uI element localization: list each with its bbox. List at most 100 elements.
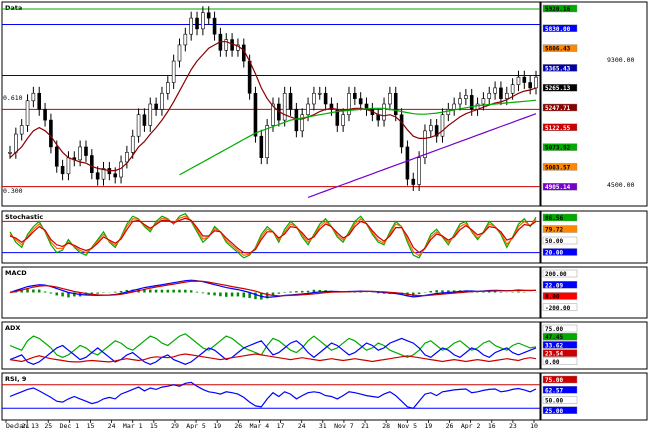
price-tag: 5247.71 (542, 103, 578, 112)
candle-body (19, 125, 24, 135)
candle-body (195, 17, 199, 30)
candle-body (54, 146, 59, 167)
candle-body (306, 103, 310, 116)
candle-body (8, 152, 12, 154)
price-tag: -200.00 (542, 303, 578, 312)
price-tag-label: 5073.92 (545, 145, 571, 152)
price-tag-label: 4905.14 (545, 184, 571, 191)
price-tag-label: 0.00 (545, 359, 560, 366)
panel-5: RSI, 9 75.00 62.57 50.00 25.00 (1, 372, 648, 421)
price-tag: 79.72 (542, 225, 578, 234)
candle-body (522, 76, 527, 83)
x-tick-label: 26 (234, 422, 242, 429)
candle-body (428, 125, 433, 132)
price-tag-label: 75.00 (545, 377, 563, 384)
x-tick-label: 25 (44, 422, 52, 429)
x-tick-label: Nov 7 (334, 422, 354, 429)
x-tick-label: Mar 4 (250, 422, 270, 429)
price-tag-label: 5265.13 (545, 85, 571, 92)
candle-body (504, 92, 509, 99)
candle-body (411, 178, 416, 185)
price-tag-label: -200.00 (545, 305, 571, 312)
x-tick-label: Apr 5 (186, 422, 206, 429)
candle-body (528, 82, 532, 89)
candle-body (329, 103, 334, 110)
candle-body (66, 157, 71, 175)
price-tag: 33.62 (542, 341, 578, 349)
candle-body (493, 87, 497, 94)
candle-body (265, 125, 269, 158)
series-line (307, 113, 537, 198)
price-tag: 5365.43 (542, 64, 578, 72)
price-tag-label: 5003.57 (545, 164, 571, 171)
candle-body (376, 114, 381, 121)
price-tag-label: 22.09 (545, 282, 563, 289)
price-tag-label: 75.00 (545, 326, 563, 333)
candle-body (434, 125, 439, 137)
candle-body (399, 114, 404, 148)
candle-body (423, 130, 427, 158)
price-tag-label: 50.00 (545, 398, 563, 405)
x-tick-label: Dec 21 (6, 422, 30, 429)
candle-body (206, 12, 211, 19)
y-tick-label: 4500.00 (607, 181, 634, 189)
panel-3: MACD 200.00 22.09 0.00 -200.00 (1, 266, 648, 319)
x-tick-label: 15 (87, 422, 95, 429)
price-tag-label: 23.54 (545, 351, 563, 358)
price-tag-label: 5247.71 (545, 105, 571, 112)
series-line (9, 353, 537, 363)
series-line (9, 217, 537, 254)
price-tag-label: 47.45 (545, 334, 563, 341)
price-tag-label: 33.62 (545, 342, 563, 349)
candle-body (458, 98, 462, 105)
candle-body (481, 98, 486, 105)
candle-body (452, 103, 456, 110)
candle-body (142, 114, 147, 126)
price-tag: 0.00 (542, 357, 578, 366)
price-tag-label: 5920.16 (545, 6, 571, 13)
candle-body (253, 92, 258, 137)
panel-frame (1, 372, 541, 421)
candle-body (516, 76, 521, 85)
panel-title: RSI, 9 (5, 375, 27, 383)
candle-body (101, 168, 106, 180)
candle-body (171, 60, 176, 83)
candle-body (90, 155, 94, 174)
candle-body (125, 152, 129, 163)
x-tick-label: Nov 5 (397, 422, 417, 429)
price-tag: 22.09 (542, 281, 578, 289)
candle-body (247, 60, 252, 94)
price-tag: 0.00 (542, 292, 578, 301)
series-line (9, 333, 537, 358)
price-tag: 5806.43 (542, 44, 578, 53)
series-line (9, 381, 537, 409)
candle-body (440, 114, 445, 137)
panel-title: Stochastic (5, 213, 43, 221)
panel-1: Data 5920.16 5830.00 5806.43 5365.43 5265.13 5… (1, 1, 648, 207)
price-tag-label: 0.00 (545, 294, 560, 301)
candle-body (382, 103, 386, 121)
candle-body (183, 33, 188, 46)
price-tag: 86.56 (542, 213, 578, 222)
candle-body (347, 92, 351, 116)
candle-body (417, 157, 421, 185)
candle-body (300, 114, 305, 132)
candle-body (317, 92, 322, 95)
price-tag-label: 5365.43 (545, 65, 571, 72)
x-tick-label: 10 (530, 422, 538, 429)
price-tag: 50.00 (542, 236, 578, 245)
price-tag: 25.00 (542, 406, 578, 415)
candle-body (31, 92, 36, 102)
candle-body (393, 92, 398, 116)
price-tag: 75.00 (542, 324, 578, 333)
candle-body (14, 133, 18, 153)
x-tick-label: 24 (298, 422, 306, 429)
candle-body (282, 92, 287, 121)
candle-body (212, 17, 217, 35)
x-tick-label: 29 (171, 422, 179, 429)
price-tag-label: 200.00 (545, 271, 567, 278)
candle-body (60, 165, 65, 175)
fib-label: 0.300 (3, 187, 23, 195)
price-tag: 20.00 (542, 248, 578, 257)
